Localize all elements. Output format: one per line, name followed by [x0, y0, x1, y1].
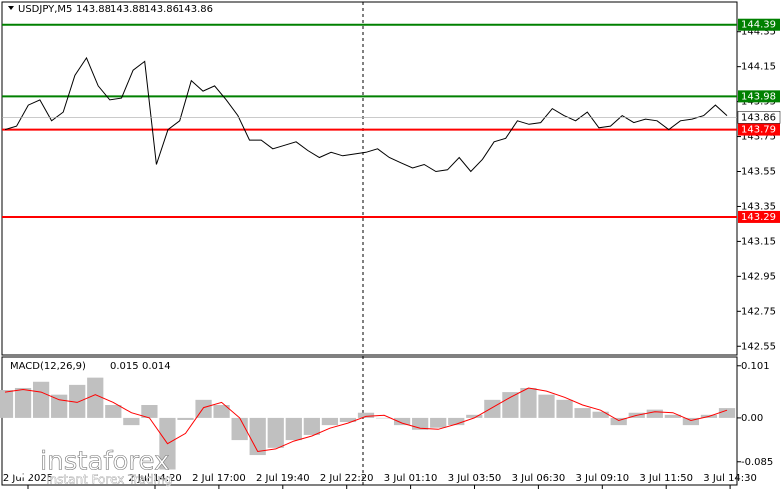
macd-bar	[502, 392, 519, 418]
macd-bar	[123, 417, 140, 426]
macd-bar	[213, 405, 230, 418]
last-price-label: 143.86	[741, 112, 776, 123]
y-tick-label: 0.00	[741, 413, 763, 424]
y-tick-label: 142.55	[741, 341, 776, 352]
y-tick-label: 144.35	[741, 27, 776, 38]
ohlc-value: 143.88	[76, 4, 111, 15]
macd-bar	[141, 405, 158, 418]
macd-bar	[466, 414, 483, 418]
macd-bar	[664, 414, 681, 418]
x-tick-label: 2 Jul 14:20	[128, 473, 182, 484]
macd-bar	[592, 411, 609, 418]
level-tag	[738, 90, 780, 103]
menu-arrow	[8, 6, 14, 10]
macd-bar	[646, 409, 663, 418]
macd-bar	[610, 417, 627, 426]
y-tick-label: 143.35	[741, 201, 776, 212]
x-tick-label: 3 Jul 14:30	[703, 473, 757, 484]
macd-bar	[357, 412, 375, 418]
macd-bar	[32, 381, 50, 418]
macd-bar	[520, 387, 537, 418]
macd-bar	[87, 377, 104, 418]
x-tick-label: 3 Jul 11:50	[639, 473, 693, 484]
y-tick-label: 143.15	[741, 236, 776, 247]
macd-bar	[285, 417, 302, 441]
macd-bar	[267, 417, 284, 448]
macd-bar	[105, 405, 122, 418]
macd-bar	[303, 417, 320, 435]
macd-value: 0.014	[142, 361, 171, 372]
level-tag	[738, 123, 780, 136]
last-price-tag	[737, 111, 781, 124]
ohlc-value: 143.86	[178, 4, 213, 15]
y-tick-label: 0.101	[741, 361, 770, 372]
level-label: 143.79	[741, 125, 776, 136]
macd-bar	[718, 408, 736, 418]
macd-bar	[682, 417, 700, 426]
macd-bar	[339, 417, 357, 423]
macd-bar	[393, 417, 411, 426]
level-label: 144.39	[741, 20, 776, 31]
y-tick-label: 144.15	[741, 62, 776, 73]
y-tick-label: -0.085	[741, 457, 773, 468]
macd-bar	[0, 390, 14, 418]
price-panel	[1, 1, 738, 356]
macd-value: 0.015	[110, 361, 139, 372]
macd-bar	[375, 417, 393, 419]
y-tick-label: 142.95	[741, 271, 776, 282]
macd-bar	[574, 408, 591, 418]
x-tick-label: 3 Jul 03:50	[448, 473, 502, 484]
macd-bar	[14, 387, 32, 418]
macd-bar	[69, 384, 86, 418]
price-line	[4, 56, 728, 173]
macd-bar	[231, 417, 248, 441]
signal-line	[4, 387, 728, 453]
symbol-title: USDJPY,M5	[18, 4, 72, 15]
macd-bar	[177, 417, 194, 420]
ohlc-value: 143.88	[110, 4, 145, 15]
watermark: instaforex Instant Forex Trading	[8, 446, 172, 487]
y-tick-label: 143.55	[741, 167, 776, 178]
watermark-logo	[8, 450, 36, 478]
watermark-brand: instaforex	[40, 447, 169, 477]
macd-bar	[321, 417, 339, 426]
level-tag	[738, 210, 780, 223]
level-label: 143.98	[741, 91, 776, 102]
x-tick-label: 2 Jul 22:20	[320, 473, 374, 484]
x-tick-label: 3 Jul 06:30	[512, 473, 566, 484]
macd-title: MACD(12,26,9)	[10, 361, 86, 372]
macd-bar	[448, 417, 465, 426]
x-tick-label: 2 Jul 17:00	[192, 473, 246, 484]
y-tick-label: 142.75	[741, 306, 776, 317]
x-tick-label: 2 Jul 19:40	[256, 473, 310, 484]
macd-bar	[430, 417, 447, 428]
watermark-tagline: Instant Forex Trading	[46, 473, 172, 487]
macd-bar	[249, 417, 266, 456]
macd-bar	[484, 399, 501, 418]
macd-bar	[51, 394, 68, 418]
x-tick-label: 2 Jul 2025	[3, 473, 53, 484]
x-tick-label: 3 Jul 01:10	[384, 473, 438, 484]
macd-bar	[556, 399, 573, 418]
y-tick-label: 143.75	[741, 132, 776, 143]
level-tag	[738, 18, 780, 31]
macd-bar	[412, 417, 429, 430]
x-tick-label: 3 Jul 09:10	[575, 473, 629, 484]
ohlc-value: 143.86	[144, 4, 179, 15]
level-label: 143.29	[741, 212, 776, 223]
macd-bar	[538, 394, 555, 418]
